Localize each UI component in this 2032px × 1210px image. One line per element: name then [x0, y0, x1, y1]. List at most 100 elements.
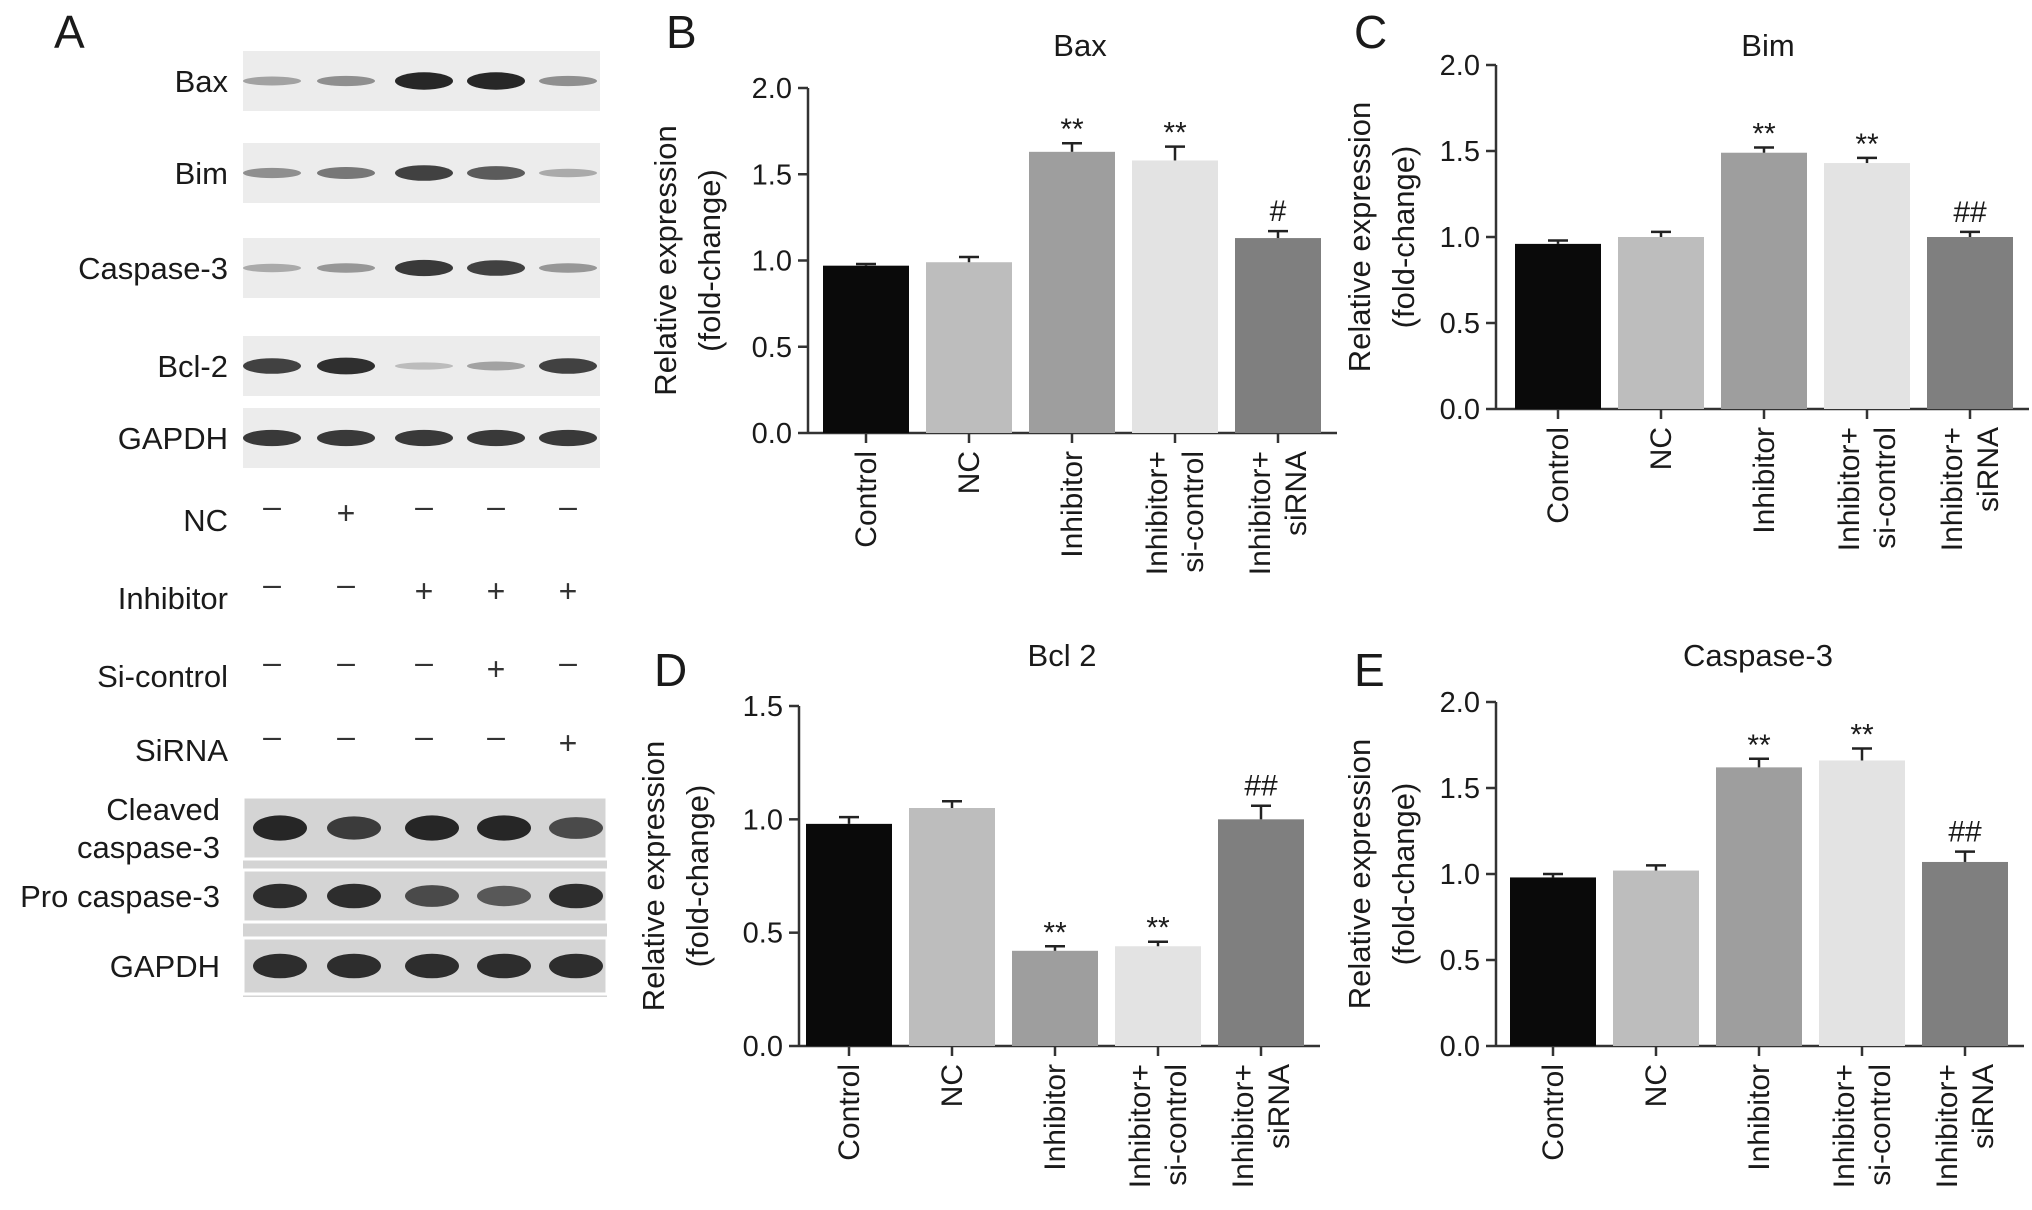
- bar: [1824, 163, 1910, 409]
- chart-title: Bcl 2: [1028, 638, 1097, 673]
- treatment-sign: +: [559, 573, 578, 609]
- blot-band: [317, 429, 375, 447]
- y-tick-label: 2.0: [1440, 50, 1480, 82]
- bar: [1235, 238, 1321, 433]
- x-category-label: siRNA: [1280, 451, 1313, 536]
- x-category-label: Inhibitor+: [1227, 1064, 1260, 1188]
- blot-band: [243, 358, 301, 374]
- blot-band: [405, 885, 459, 907]
- treatment-sign: –: [263, 644, 281, 680]
- chart-title: Caspase-3: [1683, 638, 1833, 673]
- treatment-label: NC: [183, 503, 228, 538]
- bar: [1721, 152, 1807, 409]
- blot-row-label: Caspase-3: [78, 251, 228, 286]
- significance-label: **: [1163, 117, 1187, 150]
- blot-band: [327, 816, 381, 840]
- bar: [909, 808, 995, 1046]
- x-category-label: NC: [1640, 1064, 1673, 1107]
- bar: [926, 262, 1012, 433]
- blot-row-label: Bax: [175, 64, 229, 99]
- y-tick-label: 2.0: [1440, 687, 1480, 719]
- bar: [1716, 767, 1802, 1046]
- blot-band: [243, 167, 301, 179]
- x-category-label: siRNA: [1263, 1064, 1296, 1149]
- blot-band: [477, 953, 531, 979]
- treatment-sign: +: [415, 573, 434, 609]
- significance-label: **: [1855, 128, 1879, 161]
- blot-band: [405, 953, 459, 979]
- panel-letter: B: [666, 6, 697, 58]
- bar: [823, 265, 909, 433]
- y-tick-label: 1.0: [752, 246, 792, 278]
- bar-chart-panels: B Bax Relative expression (fold-change) 0.0 0…: [636, 6, 2029, 1188]
- treatment-sign: –: [415, 488, 433, 524]
- treatment-sign: –: [337, 644, 355, 680]
- x-category-label: siRNA: [1972, 427, 2005, 512]
- x-category-label: Control: [833, 1064, 866, 1161]
- treatment-sign: –: [263, 566, 281, 602]
- y-axis-label: (fold-change): [680, 785, 715, 968]
- blot-band: [467, 429, 525, 447]
- x-category-label: si-control: [1869, 427, 1902, 549]
- blot-band: [539, 168, 597, 178]
- y-tick-label: 1.0: [743, 804, 783, 836]
- y-axis-label: Relative expression: [636, 741, 671, 1012]
- blot-row-label: GAPDH: [118, 421, 228, 456]
- x-category-label: siRNA: [1967, 1064, 2000, 1149]
- y-tick-label: 1.5: [1440, 136, 1480, 168]
- blot-band: [243, 263, 301, 273]
- blot-band: [253, 883, 307, 909]
- blot-band: [327, 953, 381, 979]
- bar: [1922, 861, 2008, 1046]
- bar: [1819, 760, 1905, 1046]
- blot-band: [539, 358, 597, 374]
- bar: [1012, 950, 1098, 1046]
- chart-panel-d: D Bcl 2 Relative expression (fold-change) 0.…: [636, 638, 1320, 1188]
- blot-band: [327, 883, 381, 909]
- x-category-label: Control: [1542, 427, 1575, 524]
- blot-band: [253, 815, 307, 841]
- treatment-label: Si-control: [97, 659, 228, 694]
- y-axis-label: (fold-change): [692, 169, 727, 352]
- blot-band: [539, 429, 597, 447]
- x-category-label: Inhibitor: [1748, 427, 1781, 534]
- bar: [1029, 151, 1115, 433]
- blot-band: [477, 815, 531, 841]
- blot-band: [317, 75, 375, 87]
- treatment-label: Inhibitor: [118, 581, 228, 616]
- significance-label: **: [1146, 912, 1170, 945]
- blot-band: [467, 260, 525, 276]
- y-tick-label: 0.0: [1440, 394, 1480, 426]
- x-category-label: Inhibitor+: [1931, 1064, 1964, 1188]
- x-category-label: Control: [1537, 1064, 1570, 1161]
- significance-label: **: [1043, 916, 1067, 949]
- treatment-sign: –: [263, 488, 281, 524]
- y-axis-label: Relative expression: [1342, 102, 1377, 373]
- treatment-sign: –: [487, 488, 505, 524]
- x-category-label: Inhibitor: [1056, 451, 1089, 558]
- blot-band: [467, 361, 525, 371]
- bar: [1115, 946, 1201, 1046]
- significance-label: **: [1747, 729, 1771, 762]
- x-category-label: NC: [936, 1064, 969, 1107]
- treatment-sign: –: [559, 488, 577, 524]
- blot-row-label: Bcl-2: [157, 349, 228, 384]
- y-axis-label: (fold-change): [1386, 783, 1421, 966]
- treatment-sign: +: [337, 495, 356, 531]
- blot-band: [317, 167, 375, 179]
- blot-row-label: caspase-3: [77, 830, 220, 865]
- panel-letter-a: A: [54, 6, 85, 58]
- blot-row-label: Cleaved: [106, 792, 220, 827]
- bar: [1132, 160, 1218, 433]
- blot-band: [253, 953, 307, 979]
- y-axis-label: Relative expression: [1342, 739, 1377, 1010]
- y-tick-label: 1.5: [743, 691, 783, 723]
- x-category-label: Inhibitor+: [1244, 451, 1277, 575]
- blot-band: [539, 75, 597, 87]
- x-category-label: Inhibitor+: [1124, 1064, 1157, 1188]
- treatment-sign: +: [487, 573, 506, 609]
- x-category-label: Inhibitor+: [1828, 1064, 1861, 1188]
- blot-band: [405, 815, 459, 841]
- y-axis-label: (fold-change): [1386, 146, 1421, 329]
